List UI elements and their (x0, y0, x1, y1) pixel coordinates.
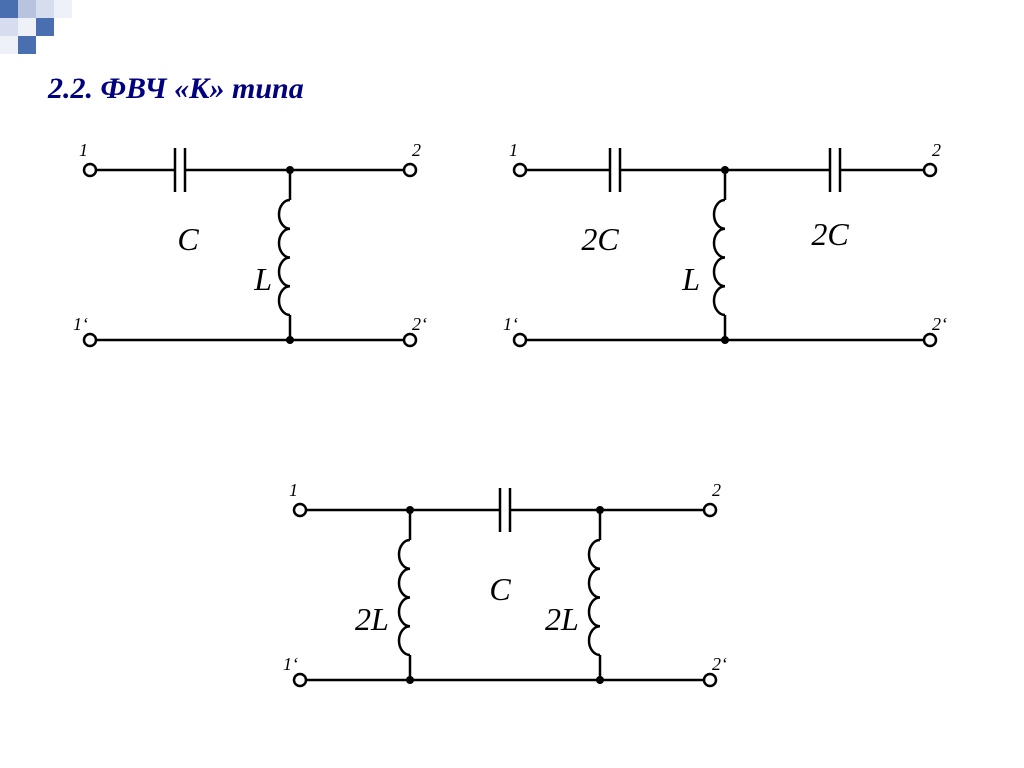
svg-text:2C: 2C (581, 221, 619, 257)
svg-text:2L: 2L (545, 601, 579, 637)
corner-decoration (0, 0, 100, 65)
page-title: 2.2. ФВЧ «К» типа (48, 72, 304, 106)
svg-text:2C: 2C (811, 216, 849, 252)
svg-text:1‘: 1‘ (283, 654, 298, 674)
svg-text:2: 2 (412, 140, 421, 160)
circuit-half-section: 1 2 1‘ 2‘ C L (60, 130, 440, 370)
svg-text:C: C (177, 221, 199, 257)
svg-text:2‘: 2‘ (412, 314, 427, 334)
circuit-pi-section: 1 2 1‘ 2‘ C 2L 2L (270, 470, 740, 710)
svg-text:2‘: 2‘ (932, 314, 947, 334)
svg-text:2‘: 2‘ (712, 654, 727, 674)
svg-text:L: L (681, 261, 700, 297)
svg-text:1: 1 (509, 140, 518, 160)
svg-text:2L: 2L (355, 601, 389, 637)
svg-text:1‘: 1‘ (73, 314, 88, 334)
svg-text:2: 2 (932, 140, 941, 160)
svg-text:1: 1 (289, 480, 298, 500)
svg-text:1: 1 (79, 140, 88, 160)
svg-text:L: L (253, 261, 272, 297)
circuit-t-section: 1 2 1‘ 2‘ 2C 2C L (490, 130, 960, 370)
svg-text:1‘: 1‘ (503, 314, 518, 334)
svg-text:C: C (489, 571, 511, 607)
svg-text:2: 2 (712, 480, 721, 500)
